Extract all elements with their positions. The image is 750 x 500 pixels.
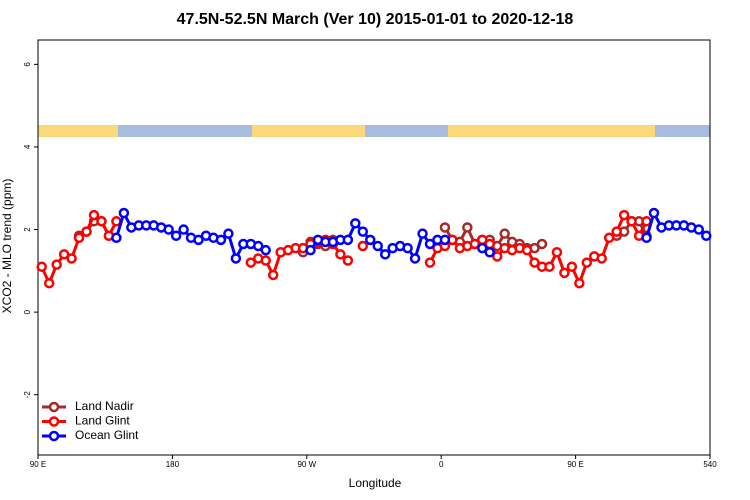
y-axis-label: XCO2 - MLO trend (ppm) xyxy=(0,179,14,314)
data-point xyxy=(267,269,279,281)
data-point xyxy=(73,232,85,244)
data-point xyxy=(469,238,481,250)
data-point xyxy=(566,261,578,272)
legend-label: Ocean Glint xyxy=(75,428,139,442)
x-axis-label: Longitude xyxy=(349,476,402,490)
data-point xyxy=(417,228,428,239)
x-tick-label: 90 W xyxy=(297,460,316,469)
data-point xyxy=(245,257,257,268)
data-point xyxy=(693,224,705,235)
data-point xyxy=(111,232,122,244)
data-point xyxy=(350,218,361,229)
data-point xyxy=(596,253,607,264)
x-tick-label: 90 E xyxy=(30,460,46,469)
data-point xyxy=(193,234,204,246)
data-point xyxy=(581,257,593,268)
data-point xyxy=(574,277,585,289)
data-point xyxy=(648,207,660,219)
data-point xyxy=(342,234,354,246)
data-point xyxy=(484,246,495,258)
data-point xyxy=(342,255,354,266)
data-point xyxy=(424,257,436,268)
y-tick-label: 6 xyxy=(23,62,32,67)
data-point xyxy=(402,242,413,254)
data-point xyxy=(439,234,451,246)
data-point xyxy=(551,246,563,258)
legend-label: Land Nadir xyxy=(75,399,134,413)
land-ocean-strip xyxy=(38,125,710,137)
data-point xyxy=(223,228,234,239)
y-tick-label: 0 xyxy=(23,309,32,314)
data-point xyxy=(477,242,488,254)
x-tick-label: 90 E xyxy=(567,460,583,469)
data-point xyxy=(357,226,369,237)
data-point xyxy=(626,216,637,227)
y-tick-label: 4 xyxy=(23,144,32,149)
x-tick-label: 180 xyxy=(166,460,180,469)
data-point xyxy=(641,232,652,244)
data-point xyxy=(36,261,47,272)
data-point xyxy=(260,244,271,256)
data-point xyxy=(544,261,555,272)
y-tick-label: -2 xyxy=(23,391,32,399)
legend-marker xyxy=(48,401,60,413)
data-point xyxy=(178,224,189,235)
data-point xyxy=(409,253,421,264)
data-point xyxy=(357,240,369,252)
x-tick-label: 540 xyxy=(703,460,717,469)
legend-marker xyxy=(48,430,60,442)
data-point xyxy=(521,244,533,256)
data-point xyxy=(230,253,242,264)
data-point xyxy=(96,216,107,227)
data-point xyxy=(43,277,55,289)
data-point xyxy=(66,253,77,264)
data-point xyxy=(439,222,451,233)
data-point xyxy=(51,259,62,270)
data-point xyxy=(88,209,100,221)
data-point xyxy=(462,222,473,233)
data-point xyxy=(379,249,391,260)
y-tick-label: 2 xyxy=(23,227,32,232)
data-point xyxy=(536,238,548,250)
data-point xyxy=(365,234,376,246)
data-point xyxy=(81,226,92,237)
data-point xyxy=(424,238,436,250)
data-point xyxy=(58,249,70,260)
plot-frame xyxy=(37,39,711,456)
data-point xyxy=(499,228,510,239)
data-point xyxy=(215,234,227,246)
data-point xyxy=(163,224,174,235)
data-point xyxy=(253,240,264,252)
data-point xyxy=(260,255,271,266)
data-point xyxy=(611,226,622,237)
chart-title: 47.5N-52.5N March (Ver 10) 2015-01-01 to… xyxy=(177,11,574,28)
legend-label: Land Glint xyxy=(75,414,130,428)
data-point xyxy=(335,249,346,260)
data-point xyxy=(559,267,570,279)
data-point xyxy=(372,240,383,252)
data-point xyxy=(701,230,712,241)
data-point xyxy=(118,207,130,219)
data-point xyxy=(491,251,503,262)
data-point xyxy=(603,232,615,244)
data-point xyxy=(529,257,540,268)
data-point xyxy=(305,244,316,256)
data-point xyxy=(618,209,630,221)
x-tick-label: 0 xyxy=(439,460,444,469)
legend-marker xyxy=(48,416,60,427)
data-point xyxy=(170,230,182,241)
